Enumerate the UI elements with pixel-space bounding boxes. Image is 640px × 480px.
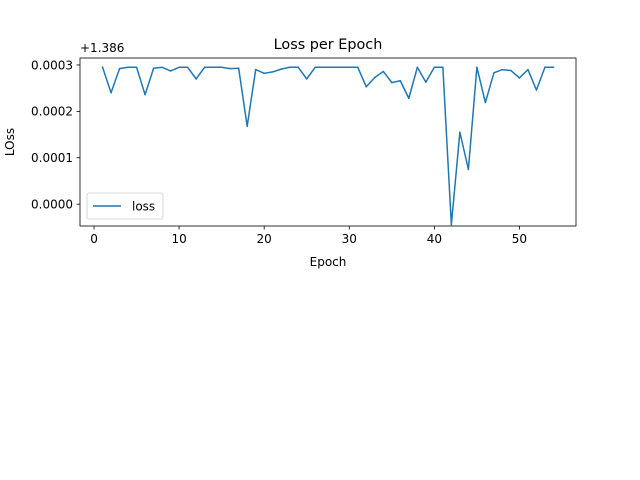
y-tick-label: 0.0000 xyxy=(31,197,73,211)
loss-data-point xyxy=(399,79,402,82)
loss-data-point xyxy=(501,68,504,71)
x-tick-label: 50 xyxy=(512,232,527,246)
loss-data-point xyxy=(110,92,112,94)
y-tick-label: 0.0002 xyxy=(31,105,73,119)
loss-data-point xyxy=(518,77,521,79)
loss-data-point xyxy=(467,168,470,171)
loss-data-point xyxy=(229,67,231,70)
loss-data-point xyxy=(450,223,453,226)
chart-title: Loss per Epoch xyxy=(274,37,383,53)
loss-data-point xyxy=(357,66,359,69)
loss-data-point xyxy=(161,66,163,69)
legend-label-loss: loss xyxy=(132,200,155,214)
plot-frame xyxy=(79,57,577,227)
x-tick-label: 0 xyxy=(90,232,98,246)
loss-data-point xyxy=(152,67,155,69)
x-tick-label: 30 xyxy=(342,232,357,246)
loss-series-line xyxy=(101,66,555,226)
loss-data-point xyxy=(178,66,180,69)
y-offset-text: +1.386 xyxy=(80,41,124,55)
loss-data-point xyxy=(527,68,529,71)
legend: loss xyxy=(86,192,164,220)
x-tick-label: 10 xyxy=(171,232,186,246)
loss-data-point xyxy=(288,66,291,69)
loss-series-points xyxy=(101,66,555,226)
loss-data-point xyxy=(203,66,206,69)
loss-data-point xyxy=(484,101,487,104)
loss-data-point xyxy=(220,66,223,69)
loss-data-point xyxy=(169,70,172,72)
loss-data-point xyxy=(374,76,376,79)
loss-data-point xyxy=(186,66,189,69)
loss-data-point xyxy=(382,70,385,73)
loss-data-point xyxy=(297,66,299,69)
loss-data-point xyxy=(340,66,342,69)
y-axis-label: LOss xyxy=(3,128,17,156)
loss-data-point xyxy=(314,66,316,69)
loss-data-point xyxy=(425,81,427,83)
loss-data-point xyxy=(237,67,240,69)
loss-data-point xyxy=(331,66,334,69)
x-axis-label: Epoch xyxy=(310,255,347,269)
loss-data-point xyxy=(246,125,248,127)
loss-data-point xyxy=(254,68,257,71)
loss-data-point xyxy=(144,93,146,96)
loss-data-point xyxy=(433,66,436,69)
x-tick-label: 40 xyxy=(427,232,442,246)
loss-data-point xyxy=(271,71,274,73)
loss-data-point xyxy=(280,68,282,70)
loss-data-point xyxy=(408,97,410,100)
loss-data-point xyxy=(391,81,393,84)
loss-data-point xyxy=(476,66,478,69)
loss-data-point xyxy=(459,131,461,134)
loss-data-point xyxy=(544,66,546,69)
loss-data-point xyxy=(510,69,512,72)
y-tick-label: 0.0001 xyxy=(31,151,73,165)
loss-data-point xyxy=(552,66,555,69)
loss-data-point xyxy=(127,66,129,69)
loss-data-point xyxy=(101,66,104,69)
x-axis-ticks: 0 10 20 30 40 50 xyxy=(90,226,527,246)
loss-data-point xyxy=(195,78,197,80)
y-tick-label: 0.0003 xyxy=(31,58,73,72)
legend-box xyxy=(86,192,164,220)
loss-data-point xyxy=(322,66,325,69)
loss-data-point xyxy=(493,72,495,74)
loss-data-point xyxy=(135,66,138,69)
loss-data-point xyxy=(118,67,121,70)
loss-data-point xyxy=(535,89,538,91)
y-axis-ticks: 0.0000 0.0001 0.0002 0.0003 xyxy=(31,58,80,211)
x-tick-label: 20 xyxy=(257,232,272,246)
loss-data-point xyxy=(442,66,444,69)
loss-data-point xyxy=(263,72,265,75)
loss-data-point xyxy=(365,86,368,88)
loss-data-point xyxy=(305,78,308,80)
loss-data-point xyxy=(212,66,214,69)
loss-data-point xyxy=(416,66,419,69)
loss-data-point xyxy=(348,66,351,69)
